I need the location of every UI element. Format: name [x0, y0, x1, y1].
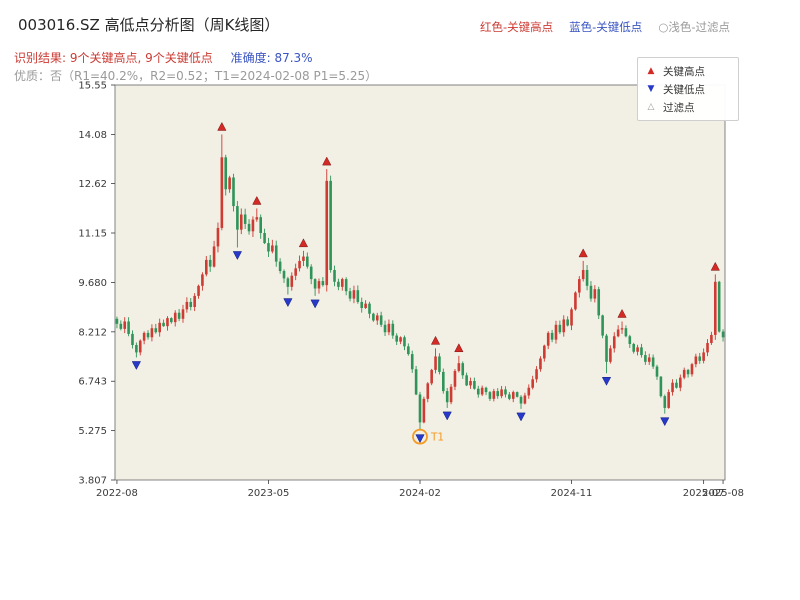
svg-text:2025-07: 2025-07: [683, 488, 725, 499]
chart-legend-low-row: ▼ 关键低点: [645, 80, 731, 98]
header-legend: 红色-关键高点 蓝色-关键低点 ○浅色-过滤点: [480, 19, 730, 35]
chart-legend-low-label: 关键低点: [663, 83, 705, 96]
svg-text:3.807: 3.807: [78, 476, 107, 487]
recognition-result-line: 识别结果: 9个关键高点, 9个关键低点 准确度: 87.3%: [14, 49, 313, 66]
svg-text:14.08: 14.08: [78, 130, 107, 141]
quality-line: 优质：否（R1=40.2%，R2=0.52；T1=2024-02-08 P1=5…: [14, 69, 378, 83]
high-marker-icon: ▲: [647, 66, 655, 76]
chart-legend-filtered-label: 过滤点: [663, 101, 695, 114]
svg-text:2024-11: 2024-11: [551, 488, 593, 499]
svg-text:12.62: 12.62: [78, 179, 107, 190]
page-title: 003016.SZ 高低点分析图（周K线图）: [18, 16, 280, 34]
result-count-text: 识别结果: 9个关键高点, 9个关键低点: [14, 51, 213, 65]
svg-text:9.680: 9.680: [78, 278, 107, 289]
svg-text:2025-08: 2025-08: [702, 488, 744, 499]
chart-legend-high-row: ▲ 关键高点: [645, 62, 731, 80]
svg-text:2024-02: 2024-02: [399, 488, 441, 499]
svg-text:6.743: 6.743: [78, 377, 107, 388]
svg-text:2023-05: 2023-05: [248, 488, 290, 499]
legend-filtered-label: ○浅色-过滤点: [658, 20, 730, 34]
chart-legend-high-label: 关键高点: [663, 65, 705, 78]
legend-key-high-label: 红色-关键高点: [480, 20, 554, 34]
accuracy-text: 准确度: 87.3%: [230, 51, 313, 65]
svg-text:T1: T1: [430, 432, 444, 444]
svg-text:2022-08: 2022-08: [96, 488, 138, 499]
chart-legend-box: ▲ 关键高点 ▼ 关键低点 △ 过滤点: [637, 57, 739, 121]
low-marker-icon: ▼: [647, 84, 655, 94]
chart-legend-filtered-row: △ 过滤点: [645, 98, 731, 116]
legend-key-low-label: 蓝色-关键低点: [569, 20, 643, 34]
svg-text:15.55: 15.55: [78, 81, 107, 92]
svg-text:8.212: 8.212: [78, 327, 107, 338]
svg-text:5.275: 5.275: [78, 426, 107, 437]
svg-text:11.15: 11.15: [78, 229, 107, 240]
filtered-marker-icon: △: [647, 102, 655, 112]
